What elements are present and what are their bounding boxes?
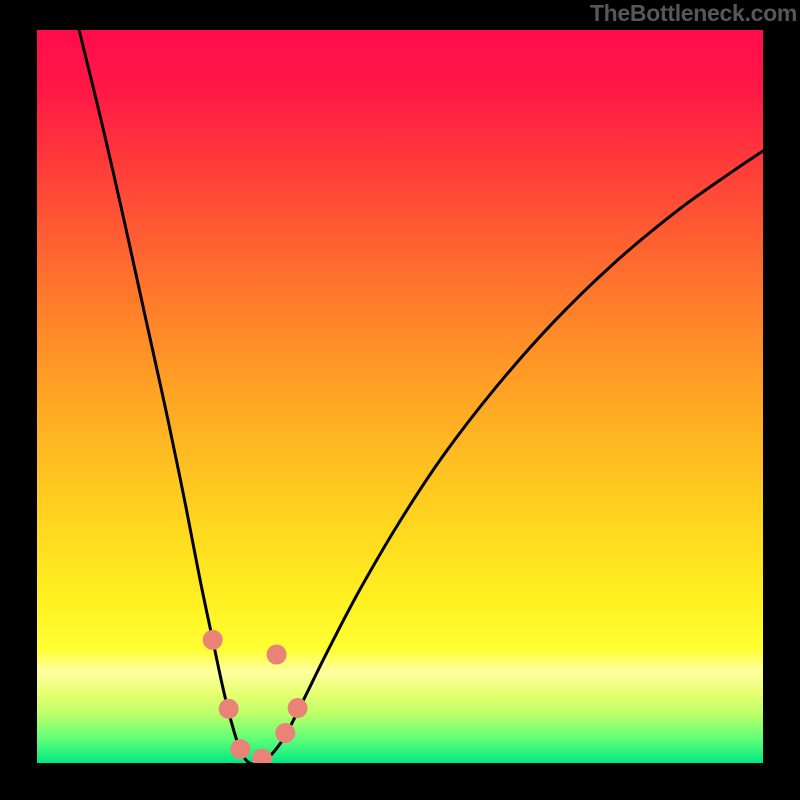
data-dot (275, 723, 295, 743)
chart-frame: TheBottleneck.com (0, 0, 800, 800)
data-dot (267, 645, 287, 665)
data-dots (203, 630, 308, 763)
data-dot (252, 749, 272, 763)
plot-area (37, 30, 763, 763)
bottleneck-curve-svg (37, 30, 763, 763)
data-dot (288, 698, 308, 718)
bottleneck-curve (79, 30, 763, 763)
data-dot (203, 630, 223, 650)
watermark-text: TheBottleneck.com (590, 0, 797, 27)
data-dot (230, 739, 250, 759)
data-dot (219, 699, 239, 719)
